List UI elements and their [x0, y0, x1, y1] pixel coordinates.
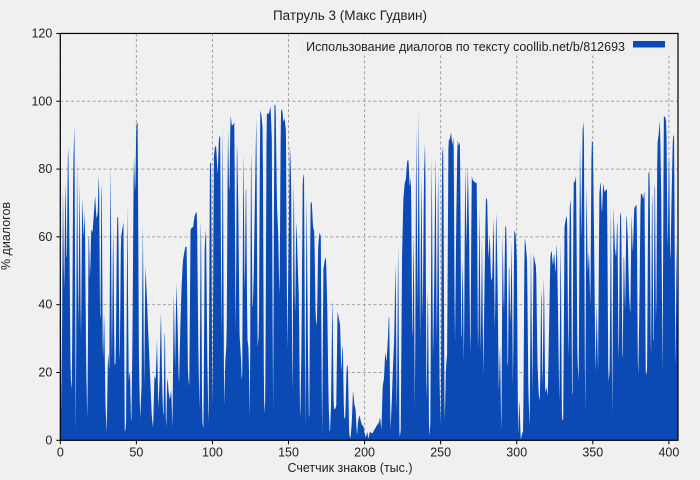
svg-text:Использование диалогов по текс: Использование диалогов по тексту coollib…: [306, 40, 625, 54]
svg-text:60: 60: [38, 230, 52, 244]
svg-text:100: 100: [202, 445, 223, 459]
svg-text:50: 50: [129, 445, 143, 459]
svg-text:350: 350: [582, 445, 603, 459]
svg-text:400: 400: [658, 445, 679, 459]
svg-text:20: 20: [38, 365, 52, 379]
svg-text:200: 200: [354, 445, 375, 459]
svg-text:150: 150: [278, 445, 299, 459]
svg-text:0: 0: [57, 445, 64, 459]
svg-text:120: 120: [31, 26, 52, 40]
svg-text:100: 100: [31, 94, 52, 108]
svg-text:250: 250: [430, 445, 451, 459]
svg-text:300: 300: [506, 445, 527, 459]
svg-text:0: 0: [45, 433, 52, 447]
svg-text:80: 80: [38, 162, 52, 176]
svg-text:40: 40: [38, 298, 52, 312]
